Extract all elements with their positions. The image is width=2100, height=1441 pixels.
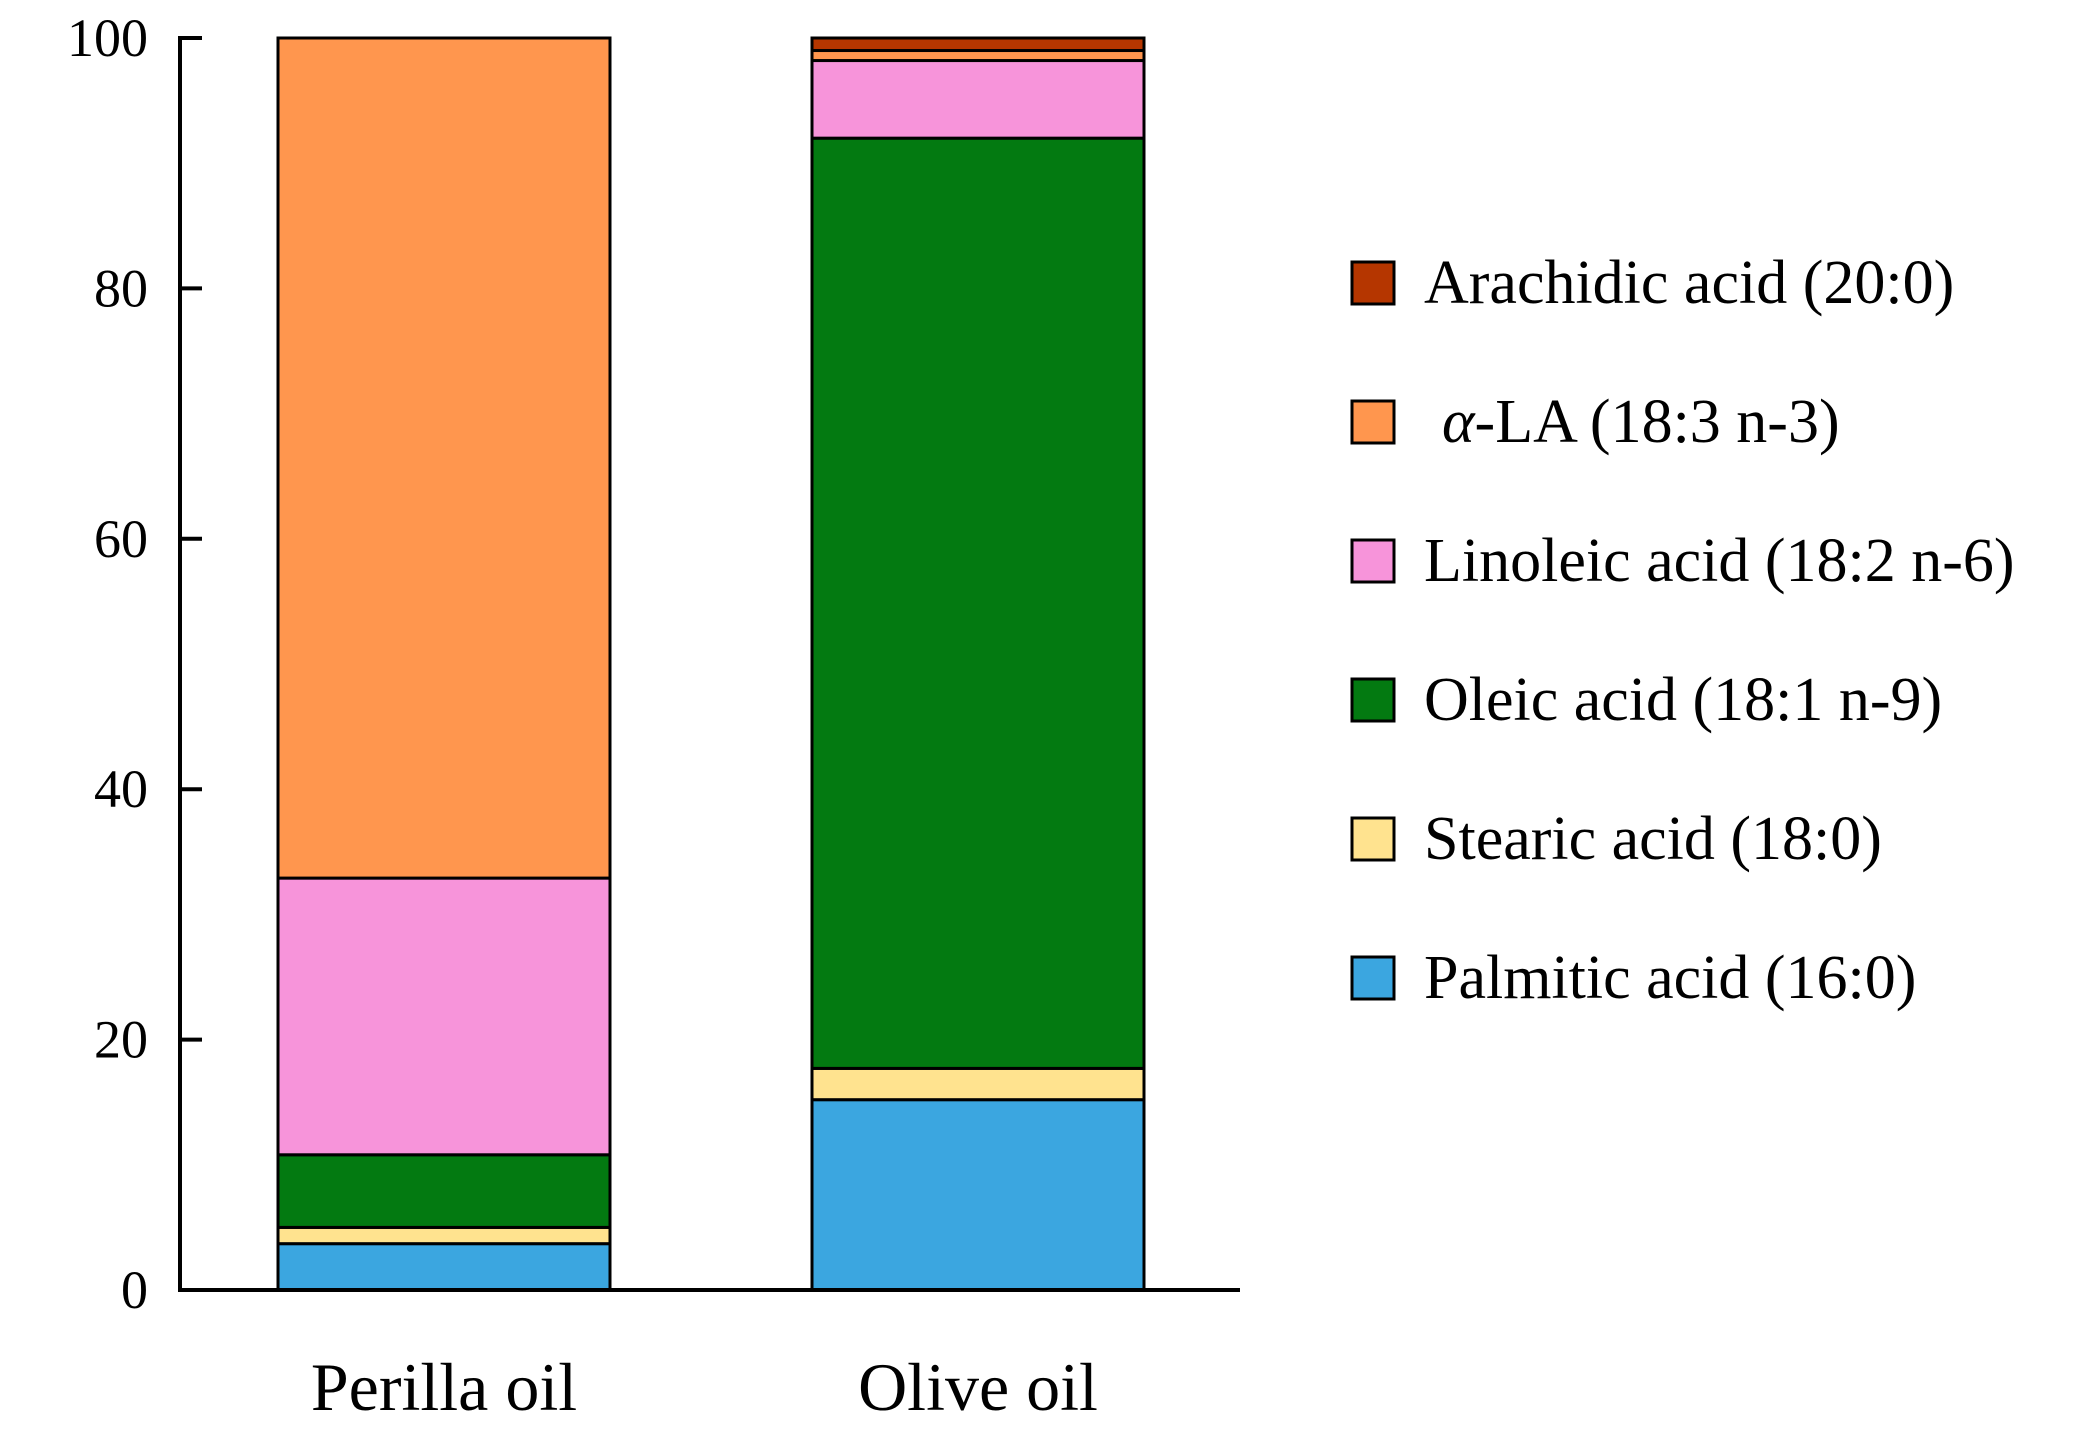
plot-area: 0 20 40 60 80 100 Perilla oil Olive oil [67, 8, 1240, 1425]
legend-swatch-oleic-acid-18-1-n-9 [1350, 677, 1396, 723]
x-category-label: Perilla oil [311, 1349, 577, 1425]
legend-label-oleic-acid-18-1-n-9: Oleic acid (18:1 n-9) [1424, 666, 1942, 734]
legend: Arachidic acid (20:0) α-LA (18:3 n-3) Lino… [1350, 249, 2015, 1012]
legend-swatch-linoleic-acid-18-2-n-6 [1350, 538, 1396, 584]
bar-segment-olive-oil-linoleic-acid-18-2-n-6 [810, 59, 1146, 140]
legend-label-alpha-la-18-3-n-3: α-LA (18:3 n-3) [1442, 388, 1840, 456]
legend-swatch-arachidic-acid-20-0 [1350, 260, 1396, 306]
bar-segment-olive-oil-oleic-acid-18-1-n-9 [810, 136, 1146, 1070]
y-tick-label: 80 [94, 258, 148, 318]
legend-label-linoleic-acid-18-2-n-6: Linoleic acid (18:2 n-6) [1424, 527, 2015, 595]
legend-label-palmitic-acid-16-0: Palmitic acid (16:0) [1424, 944, 1916, 1012]
bar-segment-olive-oil-stearic-acid-18-0 [810, 1066, 1146, 1102]
y-tick-label: 100 [67, 8, 148, 68]
legend-label-arachidic-acid-20-0: Arachidic acid (20:0) [1424, 249, 1954, 317]
bar-segment-perilla-oil-palmitic-acid-16-0 [276, 1242, 612, 1292]
y-tick-label: 0 [121, 1260, 148, 1320]
bar-segment-olive-oil-alpha-la-18-3-n-3 [810, 49, 1146, 63]
bar-segment-olive-oil-arachidic-acid-20-0 [810, 36, 1146, 53]
x-category-label: Olive oil [858, 1349, 1098, 1425]
bar-segment-perilla-oil-linoleic-acid-18-2-n-6 [276, 876, 612, 1157]
legend-swatch-stearic-acid-18-0 [1350, 816, 1396, 862]
bar-segment-perilla-oil-stearic-acid-18-0 [276, 1225, 612, 1246]
legend-swatch-palmitic-acid-16-0 [1350, 955, 1396, 1001]
legend-swatch-alpha-la-18-3-n-3 [1350, 399, 1396, 445]
y-tick-label: 20 [94, 1010, 148, 1070]
bar-segment-perilla-oil-oleic-acid-18-1-n-9 [276, 1153, 612, 1229]
bar-segment-olive-oil-palmitic-acid-16-0 [810, 1098, 1146, 1292]
y-tick-label: 40 [94, 759, 148, 819]
legend-label-stearic-acid-18-0: Stearic acid (18:0) [1424, 805, 1882, 873]
bar-segment-perilla-oil-alpha-la-18-3-n-3 [276, 36, 612, 880]
y-tick-label: 60 [94, 509, 148, 569]
